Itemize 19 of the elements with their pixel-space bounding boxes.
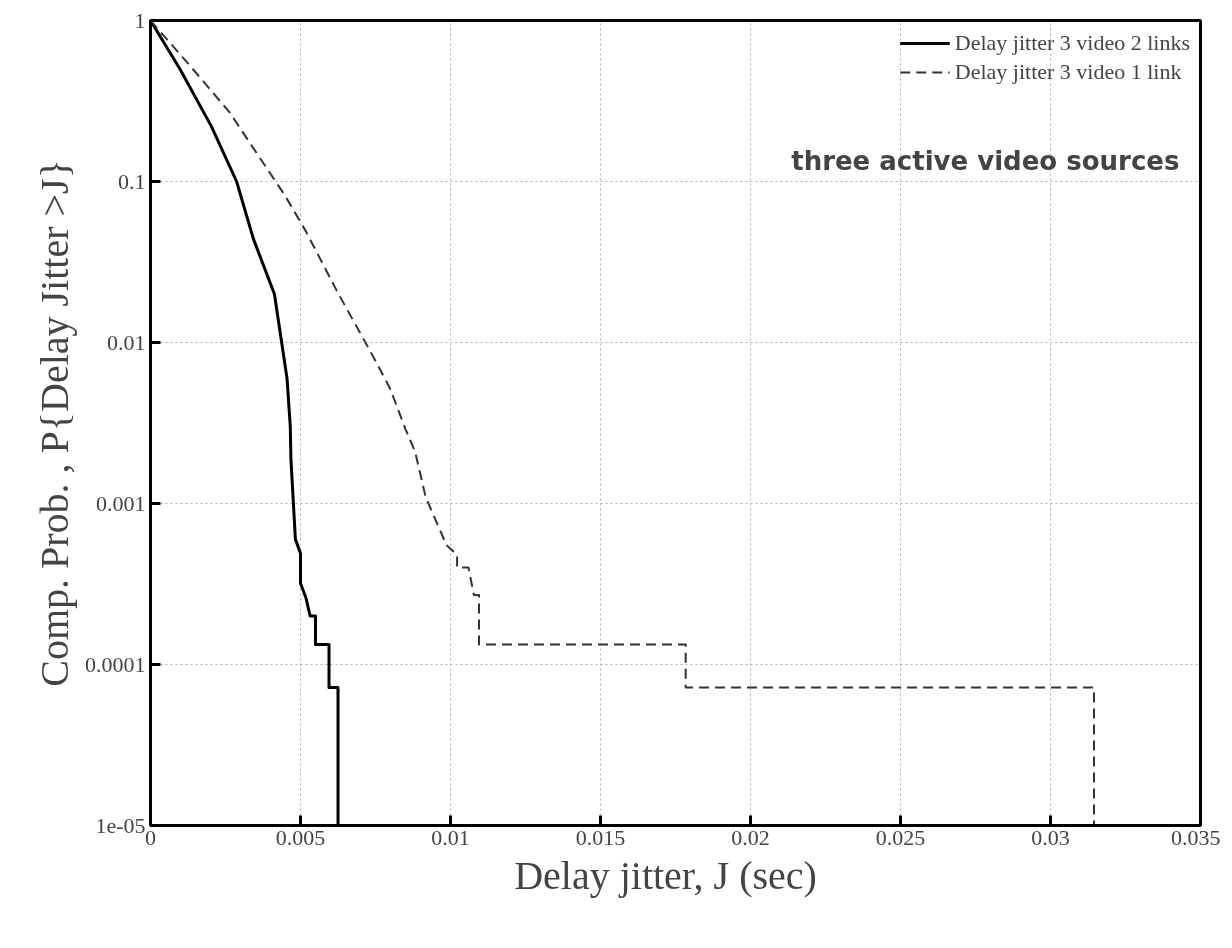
y-axis-title: Comp. Prob. , P{Delay Jitter >J} [32, 159, 77, 687]
legend-label: Delay jitter 3 video 1 link [954, 59, 1182, 85]
x-tick-label: 0 [145, 824, 156, 850]
x-tick-label: 0.025 [875, 824, 926, 850]
x-tick-label: 0.005 [275, 824, 326, 850]
legend-label: Delay jitter 3 video 2 links [954, 30, 1190, 56]
x-tick-label: 0.03 [1031, 824, 1070, 850]
y-tick-label: 0.01 [107, 329, 146, 355]
x-tick-label: 0.015 [575, 824, 626, 850]
y-tick-label: 1e-05 [95, 812, 146, 838]
y-tick-label: 0.001 [96, 490, 146, 516]
x-tick-label: 0.035 [1171, 824, 1221, 850]
x-tick-label: 0.02 [731, 824, 770, 850]
y-tick-label: 0.1 [118, 168, 146, 194]
annotation: three active video sources [791, 145, 1180, 176]
y-tick-label: 1 [134, 7, 146, 33]
y-tick-label: 0.0001 [85, 651, 146, 677]
x-tick-label: 0.01 [431, 824, 470, 850]
x-axis-title: Delay jitter, J (sec) [514, 852, 817, 898]
